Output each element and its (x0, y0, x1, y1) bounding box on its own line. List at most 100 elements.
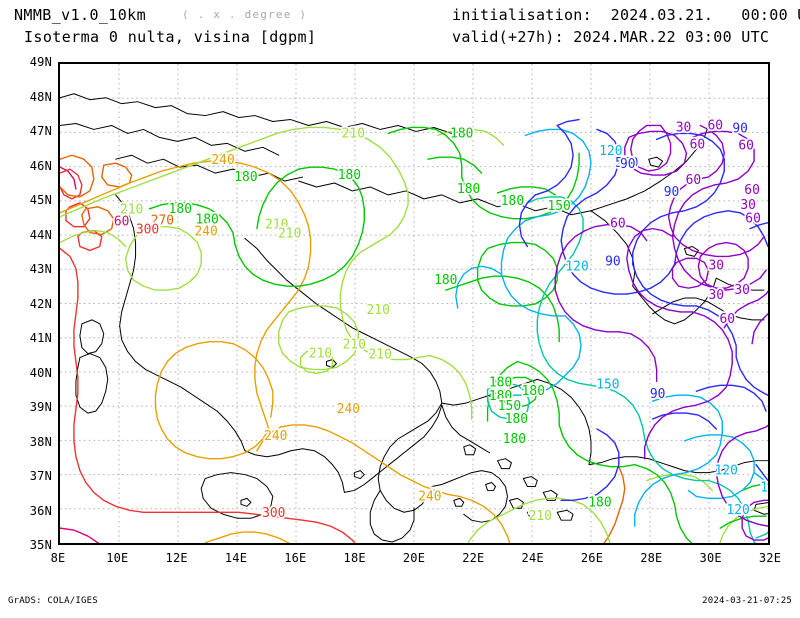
contour-label: 180 (450, 126, 473, 141)
svg-text:210: 210 (278, 227, 301, 242)
contour-label: 210 (309, 347, 332, 362)
svg-text:180: 180 (522, 384, 545, 399)
contour-label: 90 (664, 185, 680, 200)
contour-labels-layer: 2102101801801201203030606090906060606090… (112, 117, 768, 526)
contour-label: 60 (610, 217, 626, 232)
generated-stamp: 2024-03-21-07:25 (702, 596, 792, 606)
contour-label: 240 (264, 429, 287, 444)
svg-text:210: 210 (265, 218, 288, 233)
contour-label: 120 (727, 503, 750, 518)
contour-label: 180 (505, 412, 528, 427)
contour-label: 30 (740, 198, 756, 213)
contour-label: 30 (709, 258, 725, 273)
svg-text:180: 180 (489, 375, 512, 390)
svg-text:30: 30 (734, 283, 750, 298)
y-axis-tick-label: 43N (29, 262, 52, 276)
contour-label: 60 (744, 183, 760, 198)
contour-label: 60 (738, 138, 754, 153)
chart-footer: GrADS: COLA/IGES 2024-03-21-07:25 (0, 596, 800, 618)
svg-text:30: 30 (740, 198, 756, 213)
svg-text:90: 90 (664, 185, 680, 200)
svg-text:60: 60 (686, 173, 702, 188)
contour-label: 150 (498, 399, 521, 414)
contour-label: 60 (708, 118, 724, 133)
contour-label: 30 (676, 120, 692, 135)
svg-text:60: 60 (744, 183, 760, 198)
contour-label: 120 (599, 144, 622, 159)
svg-text:150: 150 (498, 399, 521, 414)
svg-text:30: 30 (676, 120, 692, 135)
contour-label: 90 (605, 254, 621, 269)
svg-text:180: 180 (338, 168, 361, 183)
contour-label: 60 (719, 312, 735, 327)
x-axis-tick-label: 22E (462, 551, 485, 565)
svg-text:180: 180 (489, 389, 512, 404)
contour-label: 210 (265, 218, 288, 233)
x-axis-tick-label: 24E (521, 551, 544, 565)
x-axis-tick-label: 20E (402, 551, 426, 565)
svg-text:60: 60 (708, 118, 724, 133)
contour-label: 180 (489, 375, 512, 390)
contour-label: 270 (151, 214, 174, 229)
contour-label: 180 (169, 202, 192, 217)
contour-map-plot: 2102101801801201203030606090906060606090… (58, 62, 770, 545)
y-axis-tick-label: 41N (29, 331, 52, 345)
svg-text:150: 150 (596, 377, 619, 392)
y-axis-tick-label: 38N (29, 434, 52, 449)
x-axis-tick-label: 28E (640, 551, 663, 565)
svg-text:30: 30 (709, 288, 725, 303)
contour-label: 60 (114, 215, 130, 230)
field-title: Isoterma 0 nulta, visina [dgpm] (24, 28, 317, 46)
contour-label: 210 (367, 303, 390, 318)
svg-text:180: 180 (434, 273, 457, 288)
source-credit: GrADS: COLA/IGES (8, 596, 98, 606)
svg-text:270: 270 (151, 214, 174, 229)
y-axis-tick-label: 36N (29, 503, 52, 518)
model-title: NMMB_v1.0_10km (14, 6, 147, 24)
svg-text:180: 180 (196, 213, 219, 228)
contour-60 (554, 130, 768, 527)
contour-label: 30 (709, 288, 725, 303)
svg-text:180: 180 (234, 170, 257, 185)
y-axis-tick-label: 42N (29, 296, 52, 311)
contour-label: 120 (760, 480, 768, 495)
contour-label: 120 (715, 464, 738, 479)
svg-text:240: 240 (337, 402, 360, 417)
svg-text:120: 120 (727, 503, 750, 518)
contour-label: 150 (596, 377, 619, 392)
x-axis-tick-label: 10E (106, 551, 129, 565)
svg-text:240: 240 (211, 153, 234, 168)
contour-label: 210 (529, 509, 552, 524)
svg-text:210: 210 (343, 338, 366, 353)
x-axis-tick-label: 14E (224, 551, 248, 565)
contour-label: 300 (136, 223, 159, 238)
svg-text:300: 300 (136, 223, 159, 238)
contour-90 (518, 118, 768, 502)
x-axis-tick-label: 32E (758, 551, 782, 565)
svg-text:240: 240 (418, 489, 441, 504)
svg-text:120: 120 (565, 259, 588, 274)
svg-text:180: 180 (450, 126, 473, 141)
svg-text:120: 120 (760, 480, 768, 495)
contour-label: 180 (338, 168, 361, 183)
svg-text:180: 180 (169, 202, 192, 217)
contour-label: 180 (588, 495, 611, 510)
contour-label: 240 (211, 153, 234, 168)
svg-text:60: 60 (114, 215, 130, 230)
contour-150 (486, 196, 768, 543)
svg-text:60: 60 (719, 312, 735, 327)
svg-text:150: 150 (548, 199, 571, 214)
svg-text:210: 210 (342, 126, 365, 141)
svg-text:180: 180 (457, 182, 480, 197)
svg-text:180: 180 (503, 432, 526, 447)
svg-text:30: 30 (709, 258, 725, 273)
y-axis-tick-label: 47N (29, 124, 52, 138)
svg-text:180: 180 (505, 412, 528, 427)
contour-label: 180 (501, 194, 524, 209)
contour-label: 240 (418, 489, 441, 504)
contour-label: 60 (686, 173, 702, 188)
chart-header: NMMB_v1.0_10km ( . x . degree ) Isoterma… (0, 0, 800, 56)
contour-label: 300 (262, 506, 285, 521)
contour-label: 180 (522, 384, 545, 399)
contour-label: 90 (650, 387, 666, 402)
